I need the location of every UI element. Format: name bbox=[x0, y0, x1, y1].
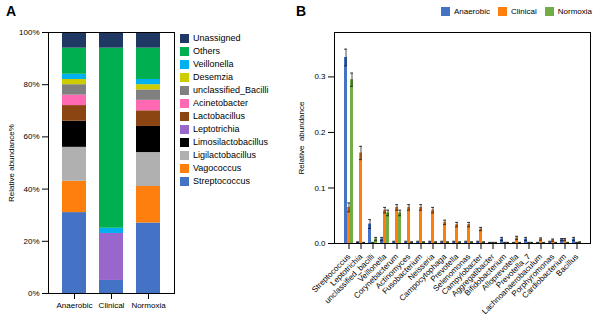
html-text:unclassified_Bacilli: unclassified_Bacilli bbox=[193, 85, 269, 95]
html-text:B: B bbox=[296, 3, 307, 19]
svg-text:0.1: 0.1 bbox=[314, 184, 326, 193]
svg-text:0.3: 0.3 bbox=[314, 72, 326, 81]
html-text:Limosilactobacillus: Limosilactobacillus bbox=[193, 137, 268, 147]
svg-text:Clinical: Clinical bbox=[99, 301, 125, 310]
html-text:Others: Others bbox=[193, 46, 220, 56]
svg-text:Bifidobacterium: Bifidobacterium bbox=[462, 252, 509, 298]
html-text:Streptococcus: Streptococcus bbox=[193, 176, 250, 186]
html-text:Vagococcus: Vagococcus bbox=[193, 163, 242, 173]
svg-text:40%: 40% bbox=[23, 185, 39, 194]
svg-text:Relative abundance%: Relative abundance% bbox=[7, 124, 16, 202]
svg-text:100%: 100% bbox=[19, 28, 39, 37]
svg-text:0%: 0% bbox=[28, 289, 40, 298]
svg-text:20%: 20% bbox=[23, 237, 39, 246]
html-text:Normoxia: Normoxia bbox=[557, 6, 592, 16]
svg-text:Cardiobacterium: Cardiobacterium bbox=[520, 252, 569, 301]
svg-text:Neisseria: Neisseria bbox=[406, 252, 437, 283]
svg-text:80%: 80% bbox=[23, 80, 39, 89]
html-text:Acinetobacter: Acinetobacter bbox=[193, 98, 248, 108]
svg-text:Aggregatibacter: Aggregatibacter bbox=[449, 252, 497, 299]
html-text:Unassigned: Unassigned bbox=[193, 33, 241, 43]
svg-text:0.0: 0.0 bbox=[314, 239, 326, 248]
svg-text:Veillonella: Veillonella bbox=[356, 252, 389, 284]
html-text:Lactobacillus: Lactobacillus bbox=[193, 111, 245, 121]
html-text:A: A bbox=[6, 3, 17, 19]
svg-text:unclassified_bacilli: unclassified_bacilli bbox=[323, 252, 377, 306]
svg-text:Corynebacterum: Corynebacterum bbox=[352, 252, 401, 301]
svg-text:Streptococcus: Streptococcus bbox=[310, 252, 353, 295]
svg-text:60%: 60% bbox=[23, 132, 39, 141]
svg-text:Fusobacterium: Fusobacterium bbox=[380, 252, 425, 296]
svg-text:Alloprevotella: Alloprevotella bbox=[479, 252, 521, 293]
svg-text:Prevotella_7: Prevotella_7 bbox=[494, 252, 533, 290]
html-text:Veillonella: Veillonella bbox=[193, 59, 234, 69]
svg-text:Actinomyces: Actinomyces bbox=[373, 252, 413, 291]
html-text:Clinical: Clinical bbox=[511, 6, 537, 16]
svg-text:0.2: 0.2 bbox=[314, 128, 326, 137]
svg-text:Selenomonas: Selenomonas bbox=[431, 252, 473, 294]
svg-text:Bacillus: Bacillus bbox=[554, 252, 580, 278]
html-text:Leptotrichia: Leptotrichia bbox=[193, 124, 240, 134]
svg-text:Prevotella: Prevotella bbox=[428, 252, 461, 284]
html-text:Anaerobic: Anaerobic bbox=[453, 6, 490, 16]
svg-text:Lachnoanaerobaculum: Lachnoanaerobaculum bbox=[480, 252, 545, 317]
svg-text:Anaerobic: Anaerobic bbox=[56, 301, 92, 310]
svg-text:Porphyromonas: Porphyromonas bbox=[509, 252, 557, 299]
svg-text:Leptotrichia: Leptotrichia bbox=[328, 252, 365, 288]
svg-text:Normoxia: Normoxia bbox=[131, 301, 166, 310]
svg-text:Campylobacter: Campylobacter bbox=[439, 252, 485, 297]
svg-text:Campocytophaga: Campocytophaga bbox=[397, 252, 449, 303]
html-text:Desemzia: Desemzia bbox=[193, 72, 233, 82]
svg-text:Relative abundance: Relative abundance bbox=[297, 101, 306, 174]
html-text:Ligilactobacillus: Ligilactobacillus bbox=[193, 150, 256, 160]
